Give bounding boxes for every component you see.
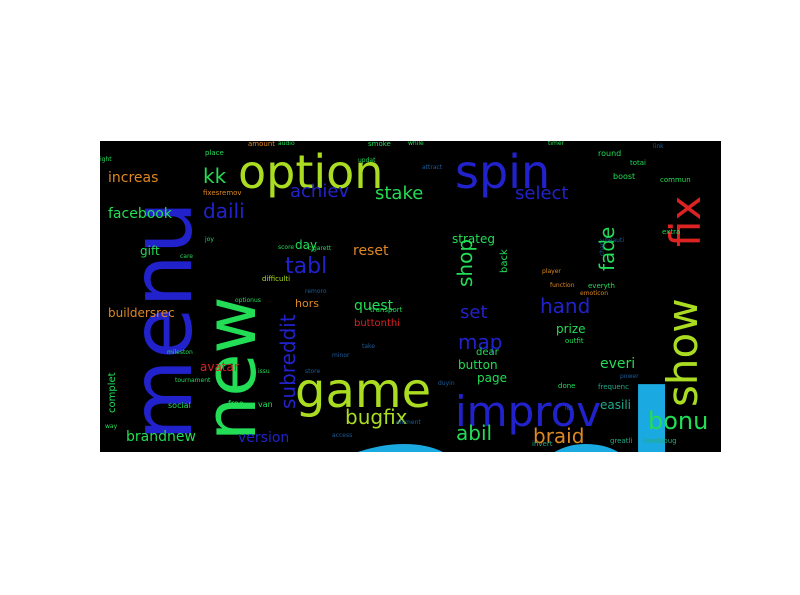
word-social: social [168, 401, 191, 410]
word-audio: audio [278, 141, 295, 147]
word-tabl: tabl [285, 254, 328, 279]
word-fix: fix [661, 195, 710, 247]
word-outfit: outfit [565, 337, 584, 345]
word-everyth: everyth [588, 282, 615, 290]
word-facebook: facebook [108, 206, 172, 222]
word-back: back [499, 249, 510, 273]
word-way: way [105, 423, 118, 430]
word-game: game [295, 363, 432, 419]
word-optionus: optionus [235, 297, 261, 304]
word-element: element [396, 419, 421, 426]
word-totai: totai [630, 159, 647, 167]
word-avatar: avatar [200, 360, 239, 374]
word-attract: attract [422, 164, 443, 171]
word-buildersrec: buildersrec [108, 306, 175, 320]
word-version: version [238, 430, 290, 446]
word-everi: everi [600, 356, 636, 372]
word-map: map [458, 330, 503, 354]
word-buttonthi: buttonthi [354, 318, 401, 329]
word-free: free [228, 399, 244, 408]
word-bugfix: bugfix [345, 405, 408, 429]
word-easili: easili [600, 398, 631, 412]
word-score: score [278, 244, 295, 251]
word-timer: timer [548, 141, 565, 147]
word-function: function [550, 282, 575, 289]
word-quest: quest [354, 298, 394, 314]
word-prize: prize [556, 322, 586, 336]
word-button: button [458, 358, 498, 372]
word-option: option [238, 145, 384, 199]
word-difficulti: difficulti [262, 275, 291, 283]
word-subreddit: subreddit [276, 314, 300, 409]
word-emoticon: emoticon [580, 290, 608, 297]
word-access: access [332, 432, 353, 439]
word-updat: updat [358, 157, 376, 164]
word-care: care [180, 253, 194, 260]
word-braid: braid [533, 424, 585, 448]
word-mileston: mileston [167, 349, 193, 356]
word-player: player [542, 268, 561, 275]
word-extra: extra [662, 228, 681, 236]
word-while: while [408, 141, 424, 147]
word-smoke: smoke [368, 141, 391, 148]
word-beauti: beauti [605, 237, 624, 244]
word-store: store [305, 368, 321, 375]
word-amount: amount [248, 141, 276, 148]
word-daili: daili [203, 199, 245, 223]
word-hors: hors [295, 297, 319, 310]
word-stake: stake [375, 183, 424, 204]
word-set: set [460, 302, 488, 323]
word-strateg: strateg [452, 232, 495, 246]
word-dear: dear [476, 347, 499, 358]
word-power: power [620, 373, 639, 380]
word-ight: ight [100, 156, 112, 163]
word-greatli: greatli [610, 437, 633, 445]
word-transport: transport [370, 306, 403, 314]
word-improv: improv [455, 387, 602, 436]
word-duyin: duyin [438, 380, 455, 387]
word-page: page [477, 371, 507, 385]
word-kk: kk [203, 164, 227, 188]
word-day: day [295, 238, 318, 252]
word-shop: shop [453, 238, 477, 287]
word-levelsbug: levelsbug [643, 437, 677, 445]
word-tournament: tournament [175, 377, 211, 384]
word-spin: spin [455, 145, 551, 199]
word-issu: issu [258, 368, 270, 375]
word-ad: ad [318, 359, 692, 453]
word-bonu: bonu [648, 407, 709, 435]
word-place: place [205, 149, 224, 157]
word-achiev: achiev [290, 181, 350, 202]
word-joy: joy [205, 236, 214, 243]
word-hand: hand [540, 294, 591, 318]
word-reset: reset [353, 243, 389, 259]
word-take: take [362, 343, 375, 350]
word-link: link [653, 143, 664, 150]
word-minor: minor [332, 352, 350, 359]
word-fixesremov: fixesremov [203, 189, 242, 197]
word-show: show [658, 298, 707, 407]
word-gift: gift [140, 244, 160, 258]
word-van: van [258, 400, 273, 409]
word-remoro: remoro [305, 288, 327, 295]
word-cloud: admenunewoptionspinfixshowgameimprovbonu… [100, 141, 721, 452]
word-done: done [558, 382, 576, 390]
word-brandnew: brandnew [126, 429, 196, 445]
word-round: round [598, 149, 622, 158]
word-select: select [515, 183, 569, 204]
word-boost: boost [613, 172, 636, 181]
word-lot: lot [565, 405, 573, 412]
word-cigarett: cigarett [308, 245, 332, 252]
word-commun: commun [660, 176, 691, 184]
word-frequenc: frequenc [598, 383, 629, 391]
word-complet: complet [107, 372, 118, 413]
word-invert: invert [532, 440, 553, 448]
word-abil: abil [456, 421, 493, 445]
word-increas: increas [108, 170, 159, 186]
